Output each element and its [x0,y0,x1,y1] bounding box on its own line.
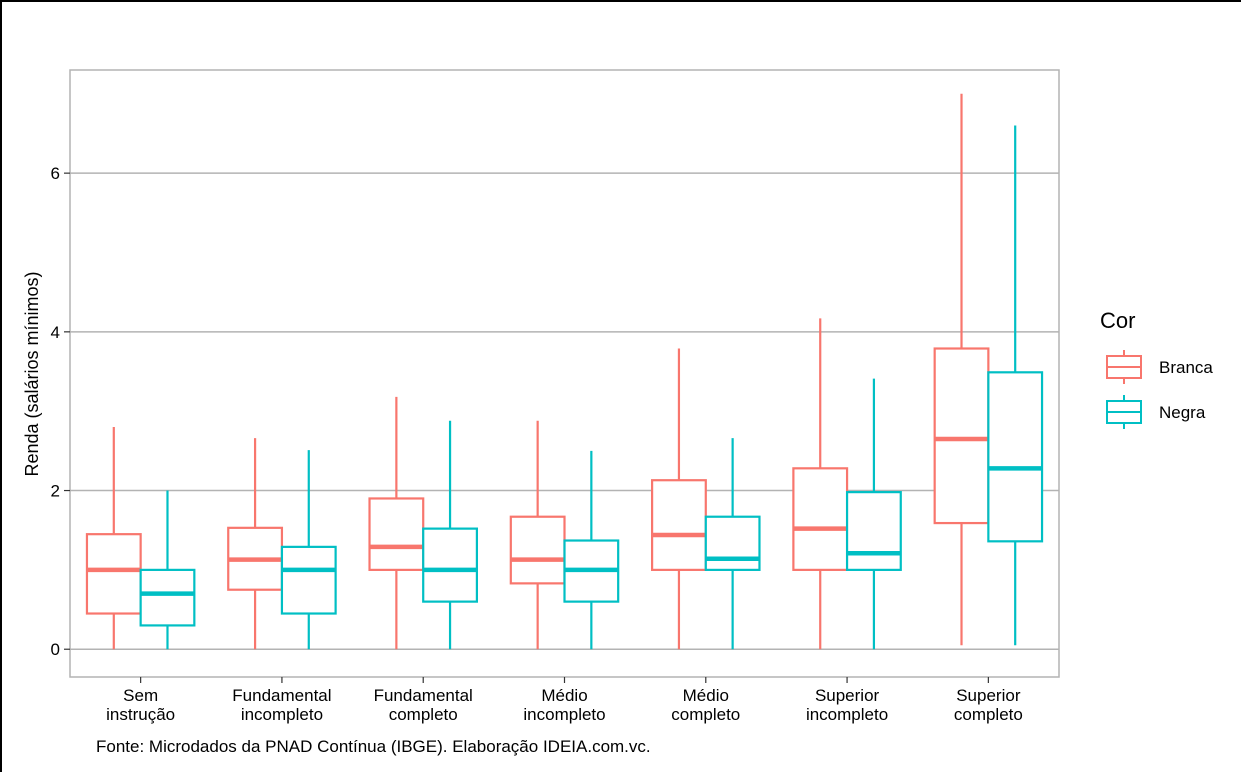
y-tick-label: 0 [51,640,60,659]
x-tick-label: Superior [956,686,1021,705]
x-axis-ticks: SeminstruçãoFundamentalincompletoFundame… [106,677,1023,724]
box-negra [845,378,902,650]
box-branca [650,348,707,650]
box-negra [422,420,479,650]
iqr-box [792,467,849,571]
x-tick-label: instrução [106,705,175,724]
x-tick-label: incompleto [241,705,323,724]
legend-label: Negra [1159,403,1206,422]
iqr-box [85,533,142,615]
legend-label: Branca [1159,358,1213,377]
x-tick-label: Fundamental [374,686,473,705]
iqr-box [650,479,707,571]
x-tick-label: Médio [541,686,587,705]
legend-title: Cor [1100,308,1135,333]
iqr-box [139,568,196,627]
y-axis-label: Renda (salários mínimos) [22,271,42,476]
iqr-box [704,515,761,571]
x-tick-label: completo [954,705,1023,724]
legend: Cor Branca Negra [1100,308,1213,429]
box-negra [139,490,196,650]
y-axis-ticks: 0 2 4 6 [51,164,70,659]
box-branca [227,438,284,650]
x-tick-label: Sem [123,686,158,705]
box-negra [704,438,761,650]
iqr-box [280,545,337,615]
source-caption: Fonte: Microdados da PNAD Contínua (IBGE… [96,737,651,756]
y-tick-label: 4 [51,323,60,342]
box-negra [987,125,1044,646]
legend-item-branca: Branca [1106,350,1213,384]
box-branca [792,318,849,650]
box-branca [368,396,425,650]
iqr-box [987,371,1044,543]
iqr-box [509,515,566,585]
box-branca [509,420,566,650]
x-tick-label: Fundamental [232,686,331,705]
x-tick-label: Médio [683,686,729,705]
y-tick-label: 6 [51,164,60,183]
iqr-box [368,497,425,571]
box-negra [280,450,337,650]
x-tick-label: completo [671,705,740,724]
boxes [85,93,1044,650]
iqr-box [845,491,902,571]
iqr-box [933,347,990,525]
grid-lines [70,172,1059,650]
x-tick-label: Superior [815,686,880,705]
y-tick-label: 2 [51,482,60,501]
x-tick-label: completo [389,705,458,724]
box-negra [563,450,620,650]
legend-item-negra: Negra [1106,395,1206,429]
box-branca [933,93,990,646]
x-tick-label: incompleto [523,705,605,724]
x-tick-label: incompleto [806,705,888,724]
iqr-box [422,527,479,603]
box-branca [85,427,142,650]
